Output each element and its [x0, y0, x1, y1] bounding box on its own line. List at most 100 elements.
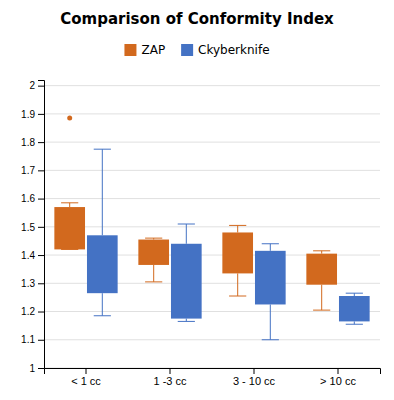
- y-tick-mark: [38, 312, 44, 313]
- legend-swatch: [124, 44, 136, 56]
- y-tick: 1.3: [21, 278, 44, 289]
- cap-high: [262, 243, 279, 244]
- y-tick: 1.5: [21, 222, 44, 233]
- x-tick-label: < 1 cc: [71, 375, 101, 387]
- cap-high: [145, 238, 162, 239]
- y-tick-mark: [38, 114, 44, 115]
- grid: [44, 86, 380, 368]
- y-tick-label: 1.3: [21, 278, 35, 289]
- whisker-low: [237, 273, 238, 296]
- box: [171, 224, 202, 321]
- whisker-low: [321, 285, 322, 310]
- legend-item: Ckyberknife: [181, 43, 269, 57]
- grid-line: [44, 113, 380, 114]
- title: Comparison of Conformity Index: [60, 10, 334, 28]
- y-axis-line: [38, 81, 45, 369]
- y-tick-mark: [38, 283, 44, 284]
- y-tick-label: 1.6: [21, 193, 35, 204]
- cap-high: [94, 149, 111, 150]
- cap-low: [346, 324, 363, 325]
- cap-low: [229, 296, 246, 297]
- cap-high: [346, 293, 363, 294]
- y-tick-label: 1.5: [21, 222, 35, 233]
- grid-line: [44, 226, 380, 227]
- legend-item: ZAP: [124, 43, 165, 57]
- cap-low: [145, 281, 162, 282]
- box: [138, 238, 169, 282]
- y-tick-label: 1.4: [21, 250, 35, 261]
- x-tick-label: > 10 cc: [320, 375, 356, 387]
- x-tick: < 1 cc: [71, 368, 101, 387]
- y-tick: 1.8: [21, 137, 44, 148]
- cap-low: [94, 315, 111, 316]
- box-body: [87, 235, 118, 293]
- y-tick-label: 2: [29, 80, 35, 91]
- y-tick-label: 1.9: [21, 109, 35, 120]
- grid-line: [44, 142, 380, 143]
- y-tick: 1: [29, 363, 44, 374]
- box-body: [255, 251, 286, 305]
- y-tick-label: 1.1: [21, 334, 35, 345]
- cap-low: [262, 339, 279, 340]
- cap-high: [61, 202, 78, 203]
- whisker-high: [69, 203, 70, 207]
- x-axis: < 1 cc 1 -3 cc 3 - 10 cc > 10 cc: [45, 368, 381, 387]
- y-tick-mark: [38, 86, 44, 87]
- series: [87, 149, 370, 340]
- cap-high: [178, 224, 195, 225]
- whisker-low: [270, 304, 271, 339]
- grid-line: [44, 339, 380, 340]
- y-tick: 1.7: [21, 165, 44, 176]
- box: [54, 116, 85, 250]
- y-tick: 1.4: [21, 250, 44, 261]
- y-tick-mark: [38, 142, 44, 143]
- box-body: [54, 207, 85, 249]
- x-tick: 3 - 10 cc: [233, 368, 276, 387]
- legend-label: Ckyberknife: [198, 43, 269, 57]
- y-tick-mark: [38, 199, 44, 200]
- x-tick-mark: [338, 368, 339, 374]
- box: [87, 149, 118, 316]
- cap-high: [229, 225, 246, 226]
- cap-high: [313, 250, 330, 251]
- y-tick-mark: [38, 255, 44, 256]
- whisker-low: [153, 265, 154, 282]
- box-body: [222, 232, 253, 273]
- whisker-high: [102, 149, 103, 235]
- x-tick-label: 1 -3 cc: [153, 375, 187, 387]
- y-tick-label: 1.2: [21, 306, 35, 317]
- y-tick-label: 1.8: [21, 137, 35, 148]
- box-body: [306, 254, 337, 285]
- x-tick-label: 3 - 10 cc: [233, 375, 276, 387]
- y-tick-mark: [38, 368, 44, 369]
- legend-swatch: [181, 44, 193, 56]
- whisker-high: [186, 224, 187, 244]
- x-tick-mark: [170, 368, 171, 374]
- outlier: [67, 116, 72, 121]
- cap-low: [313, 310, 330, 311]
- chart: 1 1.1 1.2 1.3 1.4 1.5 1.6 1.7 1.8 1.9 2 < 1 cc 1 -3 …: [0, 0, 394, 400]
- y-tick: 1.9: [21, 109, 44, 120]
- grid-line: [44, 311, 380, 312]
- y-tick: 2: [29, 80, 44, 91]
- box: [222, 225, 253, 296]
- x-tick-mark: [86, 368, 87, 374]
- whisker-high: [270, 244, 271, 251]
- box: [255, 244, 286, 340]
- box: [306, 251, 337, 310]
- legend-label: ZAP: [141, 43, 165, 57]
- marks: [54, 116, 369, 340]
- whisker-high: [237, 225, 238, 232]
- box-body: [339, 296, 370, 321]
- x-tick-mark: [254, 368, 255, 374]
- grid-line: [44, 85, 380, 86]
- x-tick: 1 -3 cc: [153, 368, 187, 387]
- x-axis-line: [45, 369, 381, 375]
- y-tick-label: 1: [29, 363, 35, 374]
- y-tick: 1.6: [21, 193, 44, 204]
- y-tick: 1.2: [21, 306, 44, 317]
- box-body: [138, 240, 169, 265]
- box-body: [171, 244, 202, 319]
- y-tick-mark: [38, 170, 44, 171]
- y-tick-label: 1.7: [21, 165, 35, 176]
